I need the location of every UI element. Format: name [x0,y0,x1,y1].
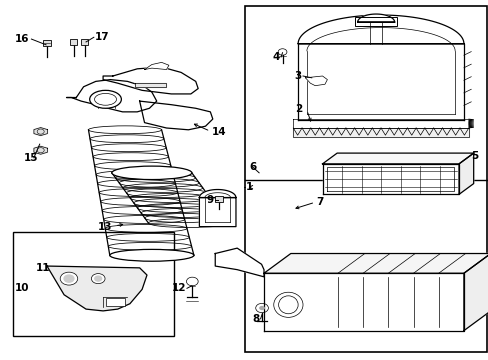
Ellipse shape [112,166,191,180]
Circle shape [95,276,102,281]
Polygon shape [298,15,463,44]
Polygon shape [144,62,168,69]
Text: 13: 13 [97,222,112,232]
Text: 15: 15 [24,153,39,163]
Polygon shape [34,146,47,154]
Text: 2: 2 [294,104,302,114]
Polygon shape [293,128,468,137]
Polygon shape [140,101,212,130]
Bar [43,40,51,46]
Polygon shape [463,253,488,330]
Polygon shape [305,76,327,86]
Text: 12: 12 [171,283,185,293]
Ellipse shape [110,249,194,261]
Polygon shape [199,189,236,226]
Polygon shape [357,14,394,22]
Circle shape [64,275,74,282]
Text: 4: 4 [272,52,280,62]
Polygon shape [66,80,157,112]
Polygon shape [135,83,166,87]
Polygon shape [215,248,264,277]
Bar [245,6,486,352]
Text: 10: 10 [14,283,29,293]
Bar [70,39,77,45]
Bar [215,196,223,202]
Bar [354,17,396,26]
Polygon shape [458,153,473,194]
Polygon shape [293,119,468,128]
Polygon shape [322,164,458,194]
Text: 5: 5 [470,150,478,161]
Text: 14: 14 [211,127,226,137]
Polygon shape [264,253,488,273]
Text: 8: 8 [251,314,259,324]
Polygon shape [47,266,147,311]
Text: 17: 17 [95,32,109,42]
Text: 11: 11 [36,263,50,273]
Circle shape [259,306,264,310]
Text: 7: 7 [316,197,324,207]
Bar [81,39,88,45]
Text: 9: 9 [206,195,213,205]
Polygon shape [103,67,198,94]
Polygon shape [264,273,463,330]
Text: 3: 3 [294,71,302,81]
Circle shape [60,272,78,285]
Text: 16: 16 [14,34,29,44]
Bar [13,232,173,336]
Text: 1: 1 [245,182,252,192]
Ellipse shape [89,90,121,108]
Polygon shape [322,153,473,164]
Circle shape [91,274,105,284]
Polygon shape [34,127,47,136]
Bar [105,298,125,306]
Text: 6: 6 [249,162,256,172]
